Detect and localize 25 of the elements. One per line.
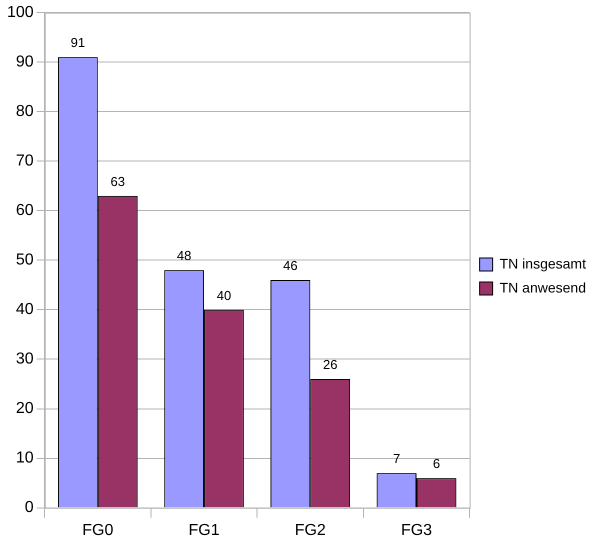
data-label: 7 (392, 451, 400, 466)
y-tick-label: 0 (24, 499, 34, 516)
x-tick-label: FG0 (82, 522, 114, 539)
y-tick-label: 20 (16, 400, 34, 418)
y-tick-label: 50 (16, 252, 34, 269)
y-tick-label: 60 (16, 202, 34, 220)
y-tick-label: 70 (16, 152, 34, 170)
data-label: 40 (216, 288, 232, 303)
x-tick-label: FG3 (400, 522, 432, 539)
legend-label: TN anwesend (500, 279, 586, 296)
data-label: 6 (432, 456, 440, 472)
data-label: 48 (176, 248, 192, 264)
y-tick-label: 80 (16, 103, 34, 120)
y-tick-label: 100 (6, 4, 34, 22)
y-tick-label: 40 (16, 301, 34, 318)
data-label: 63 (110, 174, 125, 189)
legend-label: TN insgesamt (500, 255, 586, 272)
data-label: 91 (70, 35, 86, 50)
y-tick-label: 10 (16, 450, 34, 467)
y-tick-label: 90 (16, 54, 34, 71)
x-tick-label: FG1 (188, 522, 220, 539)
y-tick-label: 30 (16, 350, 34, 368)
x-tick-label: FG2 (294, 522, 326, 539)
data-label: 26 (322, 357, 338, 372)
data-label: 46 (283, 258, 298, 274)
